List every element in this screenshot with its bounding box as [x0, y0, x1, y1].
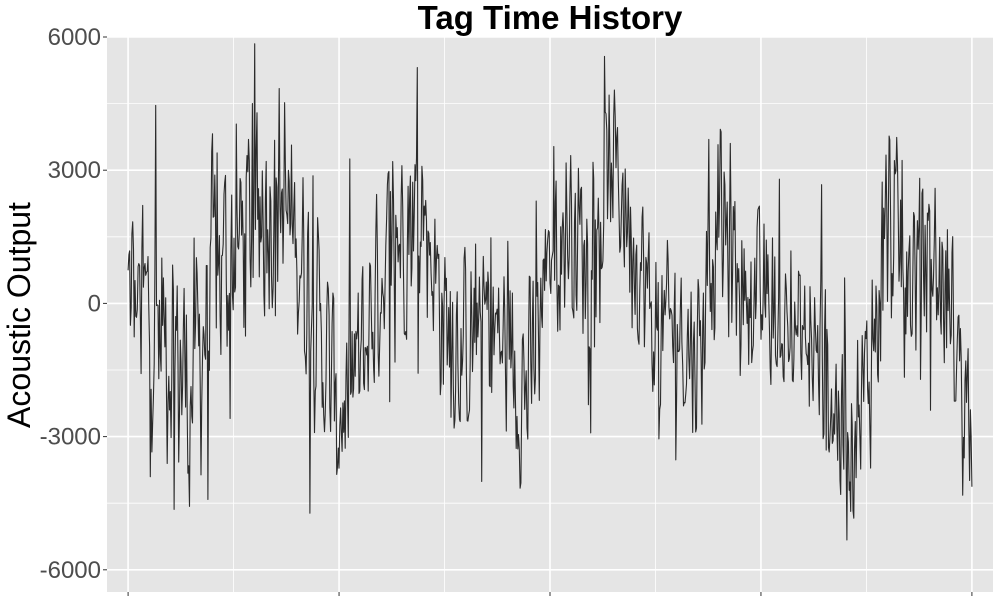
acoustic-output-line [127, 43, 973, 541]
y-tick-label: 6000 [48, 24, 101, 51]
chart-title: Tag Time History [418, 0, 683, 36]
y-tick-label: 0 [88, 290, 101, 317]
y-tick-label: -3000 [40, 424, 101, 451]
y-tick-label: -6000 [40, 557, 101, 584]
y-tick-label: 3000 [48, 157, 101, 184]
x-axis-tick-marks [127, 592, 973, 596]
y-axis-label: Acoustic Output [1, 202, 37, 428]
y-axis-tick-labels: 6000 3000 0 -3000 -6000 [40, 24, 107, 584]
